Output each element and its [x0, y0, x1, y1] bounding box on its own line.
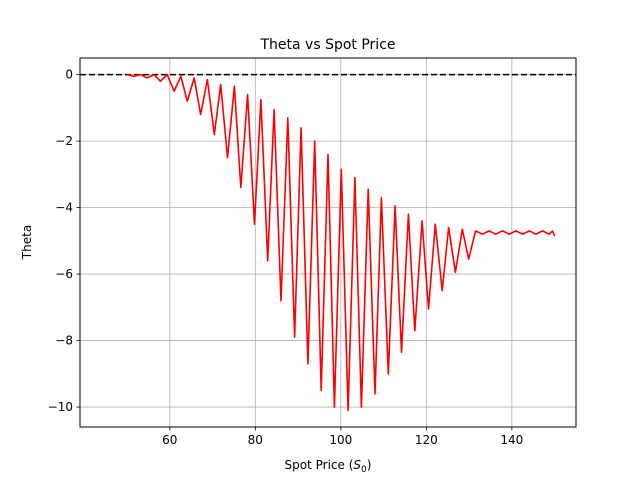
plot-frame: [79, 57, 577, 428]
x-axis-label: Spot Price (S0): [285, 458, 372, 475]
chart-title: Theta vs Spot Price: [259, 37, 395, 53]
x-axis-label-subscript: 0: [361, 465, 367, 475]
y-tick-label: −2: [55, 134, 73, 148]
y-tick-label: −10: [48, 400, 73, 414]
y-tick-label: −4: [55, 201, 73, 215]
x-tick-label: 60: [162, 433, 177, 447]
y-tick-label: −6: [55, 267, 73, 281]
theta-series-line: [126, 73, 556, 412]
y-tick-label: 0: [65, 68, 73, 82]
x-axis-label-end: ): [367, 458, 372, 472]
ticks: 60 80 100 120 140 0 −2 −4 −6 −8 −10: [48, 68, 524, 447]
y-tick-label: −8: [55, 334, 73, 348]
x-axis-label-main: Spot Price (: [285, 458, 354, 472]
x-tick-label: 120: [415, 433, 438, 447]
x-axis-label-symbol: S: [353, 458, 361, 472]
y-axis-label: Theta: [20, 225, 34, 260]
x-tick-label: 140: [500, 433, 523, 447]
x-tick-label: 100: [329, 433, 352, 447]
series-layer: [126, 73, 556, 412]
x-tick-label: 80: [248, 433, 263, 447]
